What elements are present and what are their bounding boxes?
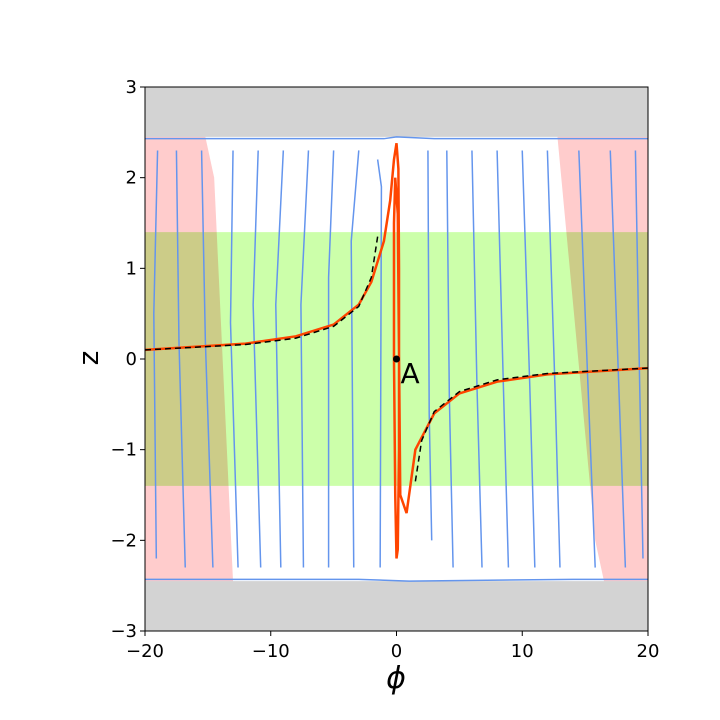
streamline xyxy=(327,150,335,568)
streamline xyxy=(145,136,648,140)
y-tick-label: 3 xyxy=(126,77,137,98)
streamline xyxy=(634,150,644,559)
y-tick-label: −1 xyxy=(110,440,137,461)
y-tick-label: −3 xyxy=(110,621,137,642)
y-tick-label: 1 xyxy=(126,258,137,279)
streamline xyxy=(275,150,285,568)
streamline xyxy=(145,578,648,582)
trajectory xyxy=(144,236,379,351)
point xyxy=(393,355,400,363)
region xyxy=(145,136,234,582)
x-tick-label: 20 xyxy=(637,641,660,662)
y-tick-label: 2 xyxy=(126,168,137,189)
streamline xyxy=(376,159,383,568)
streamline xyxy=(175,150,186,568)
y-tick-label: 0 xyxy=(126,349,137,370)
point-label: A xyxy=(401,357,420,390)
streamline xyxy=(252,150,262,568)
x-tick-label: 10 xyxy=(511,641,534,662)
streamline xyxy=(153,150,159,559)
region xyxy=(145,87,648,137)
streamline xyxy=(229,150,239,568)
x-tick-label: 0 xyxy=(391,641,402,662)
plot-area: A xyxy=(144,87,649,631)
streamline xyxy=(427,150,433,541)
x-tick-label: −10 xyxy=(252,641,290,662)
region xyxy=(145,581,648,631)
streamline xyxy=(200,150,214,568)
streamline xyxy=(521,150,536,568)
region xyxy=(557,136,648,582)
streamline xyxy=(496,150,510,568)
x-tick-label: −20 xyxy=(126,641,164,662)
trajectory xyxy=(414,367,649,482)
streamline xyxy=(546,150,561,568)
x-axis-label: ϕ xyxy=(386,661,406,696)
y-axis-label: z xyxy=(72,351,105,366)
streamline xyxy=(578,150,596,568)
streamline xyxy=(350,150,360,568)
streamline xyxy=(446,150,454,568)
streamline xyxy=(300,150,310,568)
streamline xyxy=(609,150,627,568)
y-tick-label: −2 xyxy=(110,530,137,551)
